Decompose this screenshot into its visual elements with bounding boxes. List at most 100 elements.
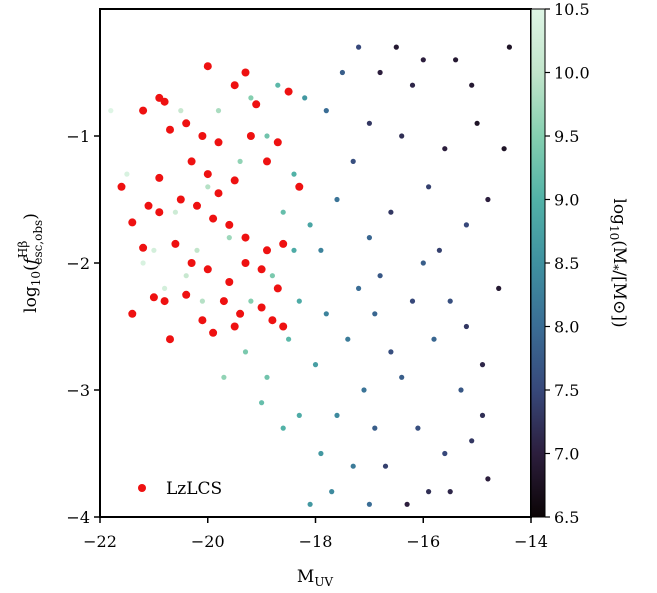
galaxy-point (506, 44, 512, 50)
y-label-open: ( (21, 264, 41, 271)
galaxy-point (447, 489, 453, 495)
galaxy-point (221, 374, 227, 380)
lzlcs-point (263, 157, 271, 166)
colorbar-tick-label: 8.5 (554, 254, 579, 273)
galaxy-point (372, 311, 378, 317)
galaxy-point (361, 387, 367, 393)
galaxy-point (334, 412, 340, 418)
plot-area (100, 9, 531, 517)
lzlcs-point (198, 316, 207, 325)
lzlcs-point (160, 297, 169, 306)
lzlcs-point (182, 119, 191, 128)
galaxy-point (205, 184, 211, 190)
lzlcs-point (257, 265, 266, 274)
galaxy-point (259, 400, 265, 406)
y-axis-ticks: −4 −3 −2 −1 (66, 127, 100, 527)
galaxy-point (479, 412, 486, 418)
lzlcs-point (155, 173, 164, 182)
galaxy-point (291, 171, 297, 177)
lzlcs-point (198, 132, 207, 140)
y-label-f-sub: esc,obs (31, 220, 45, 265)
x-axis-ticks: −22 −20 −18 −16 −14 (83, 517, 548, 551)
galaxy-point (366, 235, 372, 241)
galaxy-point (469, 82, 475, 88)
x-tick-label: −18 (299, 532, 333, 551)
lzlcs-point (144, 201, 153, 210)
lzlcs-point (160, 97, 169, 106)
lzlcs-point (236, 309, 245, 318)
galaxy-point (420, 260, 426, 266)
lzlcs-point (203, 170, 212, 179)
galaxy-point (194, 247, 200, 253)
legend: LzLCS (138, 479, 222, 499)
lzlcs-point (268, 316, 277, 325)
cb-label-end: ]) (609, 314, 629, 327)
galaxy-point (312, 362, 319, 368)
galaxy-point (442, 450, 448, 457)
lzlcs-point (225, 220, 234, 229)
galaxy-point (215, 108, 222, 114)
cb-label-body: (M (609, 240, 629, 264)
galaxy-point (269, 273, 275, 279)
galaxy-point (307, 501, 313, 507)
galaxy-point (501, 146, 507, 152)
legend-marker-lzlcs (138, 484, 146, 492)
galaxy-point (447, 298, 453, 304)
lzlcs-point (166, 335, 174, 344)
y-label-f: f (21, 255, 41, 266)
x-tick-label: −22 (83, 532, 117, 551)
colorbar-tick-label: 9.0 (554, 191, 579, 210)
galaxy-point (436, 247, 442, 253)
galaxy-point (248, 298, 254, 304)
lzlcs-point (187, 157, 196, 166)
lzlcs-point (241, 68, 250, 77)
lzlcs-point (176, 195, 185, 204)
galaxy-point (280, 209, 286, 215)
galaxy-point (248, 95, 254, 101)
cb-label-log-sub: 10 (607, 225, 621, 240)
colorbar-label: log10(M*/[M⊙]) (607, 198, 629, 327)
colorbar-ticks: 6.5 7.0 7.5 8.0 8.5 9.0 9.5 10.0 10.5 (545, 0, 590, 527)
galaxy-point (388, 349, 394, 355)
galaxy-point (183, 273, 189, 279)
galaxy-point (388, 209, 394, 215)
galaxy-point (124, 171, 130, 177)
cb-label-sun: ⊙ (609, 300, 629, 314)
galaxy-point (162, 285, 168, 291)
galaxy-point (345, 336, 351, 342)
colorbar-tick-label: 10.0 (554, 64, 590, 83)
galaxy-point (323, 108, 329, 114)
galaxy-point (151, 247, 157, 253)
galaxy-point (377, 273, 383, 279)
lzlcs-point (230, 81, 239, 90)
lzlcs-point (279, 239, 288, 248)
galaxy-point (463, 222, 469, 228)
galaxy-point (302, 95, 308, 101)
galaxy-point (409, 82, 416, 88)
galaxy-point (296, 298, 302, 304)
lzlcs-point (203, 265, 212, 274)
galaxy-point (339, 69, 345, 76)
lzlcs-point (225, 278, 234, 286)
galaxy-point (399, 374, 405, 380)
x-axis-label-main: M (297, 567, 314, 587)
galaxy-point (296, 412, 302, 418)
lzlcs-point (230, 176, 239, 185)
lzlcs-point (139, 106, 148, 115)
x-tick-label: −20 (191, 532, 225, 551)
galaxy-point (350, 158, 356, 164)
lzlcs-point (209, 328, 218, 337)
galaxy-point (264, 133, 270, 139)
legend-label-lzlcs: LzLCS (166, 479, 222, 499)
y-axis-label: log10(fHβesc,obs) (16, 213, 45, 313)
galaxy-point (474, 120, 480, 126)
lzlcs-point (171, 239, 180, 248)
lzlcs-point (139, 243, 148, 252)
galaxy-point (356, 44, 362, 50)
colorbar-tick-label: 8.0 (554, 318, 579, 337)
galaxy-point (415, 425, 421, 431)
y-tick-label: −2 (66, 254, 90, 273)
galaxy-point (431, 336, 437, 342)
lzlcs-point (214, 138, 223, 147)
